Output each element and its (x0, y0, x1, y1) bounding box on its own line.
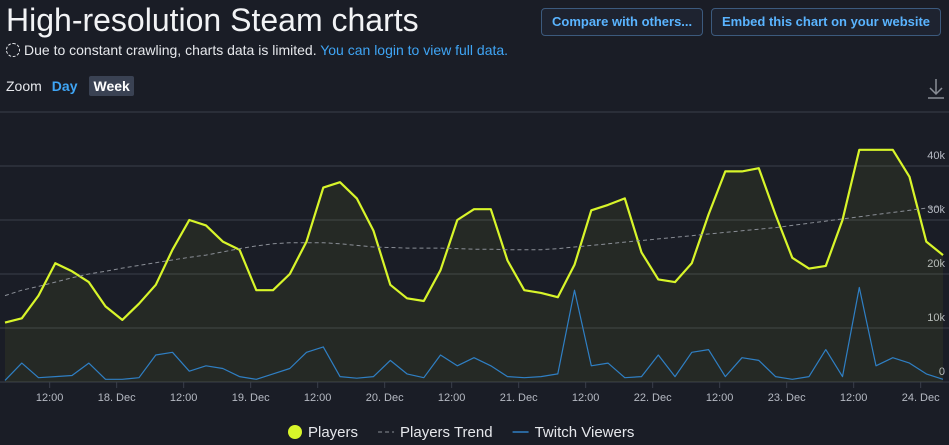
x-tick-label: 12:00 (36, 392, 64, 404)
x-tick-label: 12:00 (706, 392, 734, 404)
x-tick-label: 12:00 (840, 392, 868, 404)
legend-label: Players (308, 424, 358, 441)
x-tick-label: 24. Dec (902, 392, 940, 404)
legend-label: Players Trend (400, 424, 493, 441)
legend: Players Players Trend Twitch Viewers (288, 424, 634, 441)
legend-symbol (288, 425, 302, 439)
page-title: High-resolution Steam charts (6, 2, 419, 38)
embed-button[interactable]: Embed this chart on your website (711, 8, 942, 36)
login-link[interactable]: You can login to view full data. (320, 42, 509, 58)
notice-icon (6, 43, 20, 57)
x-tick-label: 22. Dec (634, 392, 672, 404)
x-tick-label: 21. Dec (500, 392, 538, 404)
x-tick-label: 12:00 (572, 392, 600, 404)
series-area (5, 149, 943, 382)
zoom-day[interactable]: Day (51, 78, 78, 94)
x-tick-label: 19. Dec (232, 392, 270, 404)
x-tick-label: 12:00 (170, 392, 198, 404)
notice: Due to constant crawling, charts data is… (6, 42, 508, 58)
compare-button[interactable]: Compare with others... (541, 8, 704, 36)
notice-text: Due to constant crawling, charts data is… (24, 42, 317, 58)
zoom-bar: Zoom Day Week (6, 76, 134, 96)
legend-item: Players (288, 424, 358, 441)
x-tick-label: 12:00 (304, 392, 332, 404)
y-tick-label: 0 (939, 366, 945, 378)
x-tick-label: 12:00 (438, 392, 466, 404)
x-tick-label: 20. Dec (366, 392, 404, 404)
x-tick-label: 23. Dec (768, 392, 806, 404)
legend-item: Twitch Viewers (512, 424, 635, 441)
y-tick-label: 20k (927, 258, 945, 270)
y-tick-label: 10k (927, 312, 945, 324)
y-tick-label: 40k (927, 150, 945, 162)
series-line (4, 148, 944, 324)
x-tick-label: 18. Dec (98, 392, 136, 404)
legend-label: Twitch Viewers (535, 424, 635, 441)
legend-item: Players Trend (378, 424, 493, 441)
download-icon[interactable] (928, 79, 944, 99)
zoom-week[interactable]: Week (89, 76, 134, 96)
zoom-label: Zoom (6, 78, 42, 94)
series-line (4, 286, 944, 381)
y-tick-label: 30k (927, 204, 945, 216)
